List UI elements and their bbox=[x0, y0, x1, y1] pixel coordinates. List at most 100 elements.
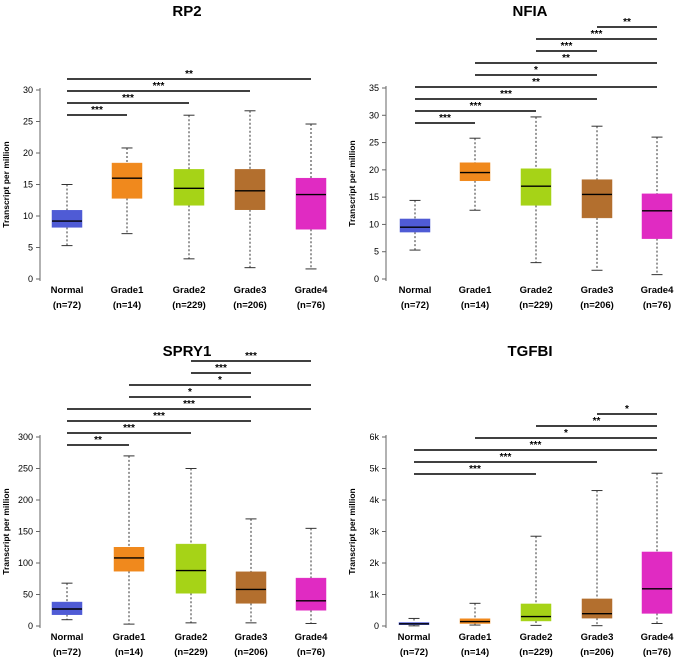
y-axis-label: Transcript per million bbox=[347, 140, 357, 226]
box-grade2 bbox=[520, 535, 552, 626]
category-label: Grade1 bbox=[111, 285, 144, 296]
category-label: Grade1 bbox=[459, 632, 492, 643]
iqr-box bbox=[295, 177, 327, 230]
iqr-box bbox=[51, 210, 83, 228]
y-tick-label: 150 bbox=[18, 527, 33, 537]
category-label: Grade4 bbox=[641, 632, 674, 643]
iqr-box bbox=[459, 162, 491, 182]
significance-label: *** bbox=[215, 363, 227, 374]
significance-label: *** bbox=[470, 101, 482, 112]
box-grade3 bbox=[235, 518, 267, 624]
category-label: Grade3 bbox=[234, 285, 267, 296]
y-tick-label: 250 bbox=[18, 464, 33, 474]
significance-label: ** bbox=[532, 77, 540, 88]
sample-size-label: (n=229) bbox=[172, 300, 206, 311]
sample-size-label: (n=76) bbox=[297, 300, 325, 311]
box-grade3 bbox=[581, 490, 613, 627]
sample-size-label: (n=72) bbox=[53, 647, 81, 658]
y-tick-label: 5 bbox=[28, 243, 33, 253]
sample-size-label: (n=206) bbox=[233, 300, 267, 311]
sample-size-label: (n=76) bbox=[643, 647, 671, 658]
chart-title: TGFBI bbox=[508, 343, 553, 360]
y-tick-label: 20 bbox=[369, 165, 379, 175]
significance-label: ** bbox=[94, 435, 102, 446]
iqr-box bbox=[295, 577, 327, 611]
sample-size-label: (n=14) bbox=[461, 647, 489, 658]
category-label: Grade4 bbox=[641, 285, 674, 296]
significance-label: *** bbox=[500, 452, 512, 463]
y-tick-label: 50 bbox=[23, 590, 33, 600]
iqr-box bbox=[520, 168, 552, 206]
y-tick-label: 3k bbox=[369, 527, 379, 537]
sample-size-label: (n=72) bbox=[401, 300, 429, 311]
significance-label: *** bbox=[123, 423, 135, 434]
significance-label: ** bbox=[593, 416, 601, 427]
y-tick-label: 30 bbox=[369, 110, 379, 120]
y-tick-label: 100 bbox=[18, 558, 33, 568]
box-normal bbox=[398, 617, 430, 627]
significance-label: ** bbox=[185, 69, 193, 80]
significance-label: * bbox=[218, 375, 222, 386]
category-label: Grade1 bbox=[113, 632, 146, 643]
significance-label: * bbox=[564, 428, 568, 439]
y-tick-label: 30 bbox=[23, 85, 33, 95]
sample-size-label: (n=206) bbox=[580, 300, 614, 311]
box-normal bbox=[51, 582, 83, 621]
iqr-box bbox=[399, 218, 431, 233]
sample-size-label: (n=76) bbox=[297, 647, 325, 658]
chart-panel-spry1: SPRY1 Transcript per million 0 50 100 150 200 2… bbox=[1, 343, 328, 658]
iqr-box bbox=[234, 169, 266, 210]
y-tick-label: 0 bbox=[28, 274, 33, 284]
box-grade3 bbox=[581, 125, 613, 271]
sample-size-label: (n=229) bbox=[519, 300, 553, 311]
chart-panel-tgfbi: TGFBI Transcript per million 0 1k 2k 3k 4k 5k 6k… bbox=[347, 343, 674, 658]
y-tick-label: 10 bbox=[369, 219, 379, 229]
y-tick-label: 15 bbox=[23, 180, 33, 190]
box-grade4 bbox=[295, 527, 327, 624]
y-tick-label: 15 bbox=[369, 192, 379, 202]
category-label: Grade3 bbox=[581, 632, 614, 643]
iqr-box bbox=[581, 179, 613, 219]
y-tick-label: 1k bbox=[369, 590, 379, 600]
box-grade1 bbox=[459, 602, 491, 626]
y-tick-label: 5 bbox=[374, 247, 379, 257]
iqr-box bbox=[173, 169, 205, 206]
iqr-box bbox=[581, 598, 613, 619]
significance-label: *** bbox=[530, 440, 542, 451]
y-tick-label: 4k bbox=[369, 495, 379, 505]
significance-label: *** bbox=[153, 81, 165, 92]
significance-label: *** bbox=[245, 351, 257, 362]
category-label: Grade2 bbox=[175, 632, 208, 643]
y-tick-label: 300 bbox=[18, 432, 33, 442]
significance-label: *** bbox=[153, 411, 165, 422]
significance-label: *** bbox=[469, 464, 481, 475]
y-tick-label: 5k bbox=[369, 464, 379, 474]
box-grade2 bbox=[520, 116, 552, 264]
y-axis-label: Transcript per million bbox=[347, 488, 357, 574]
y-tick-label: 25 bbox=[23, 117, 33, 127]
significance-label: * bbox=[188, 387, 192, 398]
sample-size-label: (n=14) bbox=[115, 647, 143, 658]
category-label: Grade4 bbox=[295, 632, 328, 643]
box-grade2 bbox=[173, 114, 205, 260]
y-tick-label: 35 bbox=[369, 83, 379, 93]
category-label: Grade1 bbox=[459, 285, 492, 296]
category-label: Normal bbox=[51, 632, 84, 643]
sample-size-label: (n=14) bbox=[113, 300, 141, 311]
significance-label: * bbox=[534, 65, 538, 76]
significance-label: ** bbox=[562, 53, 570, 64]
chart-title: RP2 bbox=[172, 3, 201, 20]
sample-size-label: (n=72) bbox=[53, 300, 81, 311]
category-label: Normal bbox=[399, 285, 432, 296]
y-tick-label: 200 bbox=[18, 495, 33, 505]
box-grade4 bbox=[641, 136, 673, 276]
sample-size-label: (n=229) bbox=[174, 647, 208, 658]
iqr-box bbox=[641, 551, 673, 614]
chart-panel-rp2: RP2 Transcript per million 0 5 10 15 20 25 30 Nor… bbox=[1, 3, 328, 311]
y-tick-label: 6k bbox=[369, 432, 379, 442]
chart-title: SPRY1 bbox=[163, 343, 212, 360]
category-label: Grade2 bbox=[520, 285, 553, 296]
y-tick-label: 0 bbox=[374, 274, 379, 284]
sample-size-label: (n=72) bbox=[400, 647, 428, 658]
